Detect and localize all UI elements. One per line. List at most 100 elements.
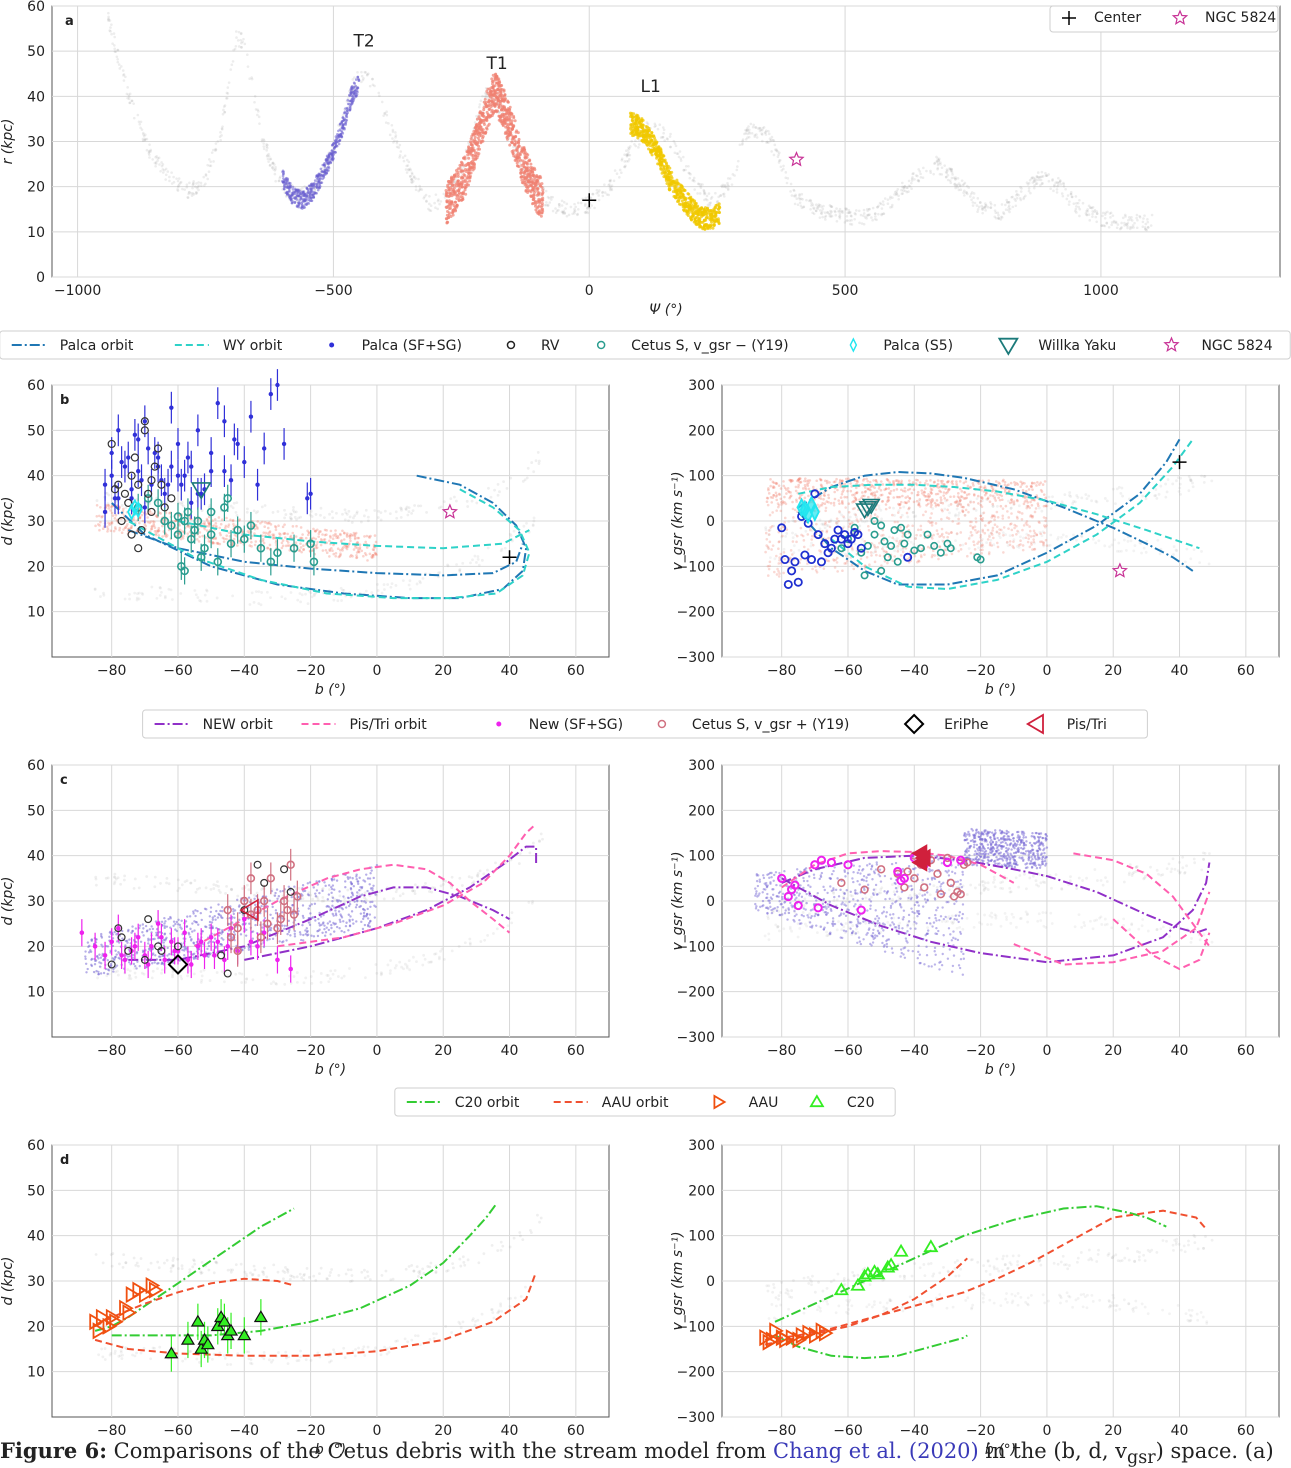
model-particle <box>1050 507 1053 510</box>
l1-particle <box>698 226 701 229</box>
stream-particle <box>307 531 310 534</box>
model-particle <box>902 506 905 509</box>
model-particle <box>1066 198 1069 201</box>
t1-particle <box>534 203 537 206</box>
model-particle <box>1049 187 1052 190</box>
model-particle <box>1011 206 1014 209</box>
t1-particle <box>526 184 529 187</box>
stream-particle <box>323 538 326 541</box>
stream-particle <box>225 517 228 520</box>
model-particle <box>876 206 879 209</box>
model-particle <box>1029 179 1032 182</box>
legend-label: Palca orbit <box>60 338 134 354</box>
stream-particle <box>282 539 285 542</box>
l1-particle <box>656 152 659 155</box>
model-particle <box>1060 183 1063 186</box>
model-particle <box>501 548 504 551</box>
model-particle <box>377 510 380 513</box>
model-particle <box>943 164 946 167</box>
model-particle <box>193 589 196 592</box>
model-particle <box>269 158 272 161</box>
stream-particle <box>349 555 352 558</box>
model-particle <box>875 219 878 222</box>
model-particle <box>1166 490 1169 493</box>
model-particle <box>831 205 834 208</box>
palca-particle <box>336 133 339 136</box>
model-particle <box>367 519 370 522</box>
model-particle <box>630 140 633 143</box>
model-particle <box>138 120 141 123</box>
model-particle <box>723 195 726 198</box>
legend-dot <box>329 343 334 348</box>
t1-particle <box>449 192 452 195</box>
model-particle <box>929 171 932 174</box>
x-tick-label: −80 <box>767 663 797 679</box>
model-particle <box>1018 504 1021 507</box>
model-particle <box>364 71 367 74</box>
model-particle <box>798 194 801 197</box>
model-particle <box>699 192 702 195</box>
t1-particle <box>508 108 511 111</box>
l1-particle <box>693 221 696 224</box>
l1-particle <box>649 151 652 154</box>
stream-particle <box>124 526 127 529</box>
x-tick-label: 60 <box>1237 663 1255 679</box>
model-particle <box>1146 218 1149 221</box>
model-particle <box>383 583 386 586</box>
stream-particle <box>266 546 269 549</box>
palca-particle <box>297 191 300 194</box>
t1-particle <box>526 191 529 194</box>
model-particle <box>219 139 222 142</box>
model-particle <box>979 201 982 204</box>
model-particle <box>187 196 190 199</box>
model-particle <box>962 184 965 187</box>
model-particle <box>408 161 411 164</box>
palca-particle <box>353 90 356 93</box>
t1-particle <box>465 163 468 166</box>
stream-particle <box>234 534 237 537</box>
model-particle <box>608 183 611 186</box>
palca-sfsg-point <box>143 505 147 509</box>
model-particle <box>1116 226 1119 229</box>
model-particle <box>792 519 795 522</box>
stream-particle <box>278 532 281 535</box>
l1-particle <box>700 221 703 224</box>
model-particle <box>1033 187 1036 190</box>
stream-particle <box>372 554 375 557</box>
stream-particle <box>375 541 378 544</box>
model-particle <box>301 187 304 190</box>
stream-particle <box>330 530 333 533</box>
t1-particle <box>447 180 450 183</box>
model-particle <box>380 511 383 514</box>
model-particle <box>901 186 904 189</box>
model-particle <box>755 133 758 136</box>
model-particle <box>179 592 182 595</box>
palca-sfsg-point <box>262 446 266 450</box>
model-particle <box>1086 497 1089 500</box>
model-particle <box>1051 178 1054 181</box>
model-particle <box>669 146 672 149</box>
stream-particle <box>109 522 112 525</box>
model-particle <box>917 179 920 182</box>
stream-particle <box>236 544 239 547</box>
t1-particle <box>538 182 541 185</box>
t1-particle <box>447 189 450 192</box>
model-particle <box>1037 171 1040 174</box>
t1-particle <box>501 113 504 116</box>
t1-particle <box>493 89 496 92</box>
model-particle <box>913 178 916 181</box>
x-tick-label: −80 <box>97 663 127 679</box>
t1-particle <box>482 121 485 124</box>
model-particle <box>616 172 619 175</box>
model-particle <box>784 535 787 538</box>
t1-particle <box>528 159 531 162</box>
model-particle <box>138 123 141 126</box>
l1-particle <box>695 216 698 219</box>
stream-particle <box>290 535 293 538</box>
model-particle <box>155 155 158 158</box>
palca-particle <box>341 136 344 139</box>
model-particle <box>440 200 443 203</box>
stream-particle <box>100 516 103 519</box>
t1-particle <box>525 176 528 179</box>
model-particle <box>638 143 641 146</box>
